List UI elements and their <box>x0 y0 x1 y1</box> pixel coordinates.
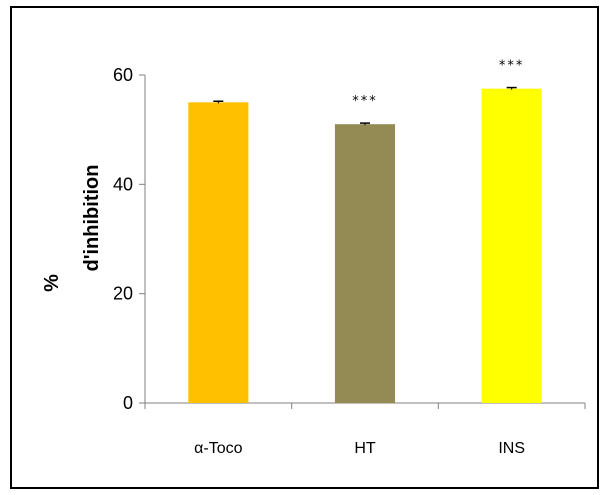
x-tick-label: HT <box>354 440 376 457</box>
significance-label: *** <box>352 94 378 109</box>
y-tick-label: 0 <box>123 393 133 413</box>
y-axis-label: % d'inhibition <box>41 165 103 292</box>
y-tick-label: 40 <box>113 174 133 194</box>
bar <box>481 88 542 404</box>
x-tick-label: INS <box>498 440 525 457</box>
y-tick-label: 60 <box>113 65 133 85</box>
bar <box>188 102 249 403</box>
significance-label: *** <box>499 59 525 74</box>
x-tick-label: α-Toco <box>194 440 242 457</box>
y-axis-label-line-1: % <box>41 274 63 292</box>
bars: *** *** <box>188 59 542 404</box>
y-tick-label: 20 <box>113 284 133 304</box>
y-axis-label-line-2: d'inhibition <box>81 165 103 272</box>
bar <box>334 124 396 403</box>
y-axis: 0 20 40 60 <box>113 65 146 413</box>
